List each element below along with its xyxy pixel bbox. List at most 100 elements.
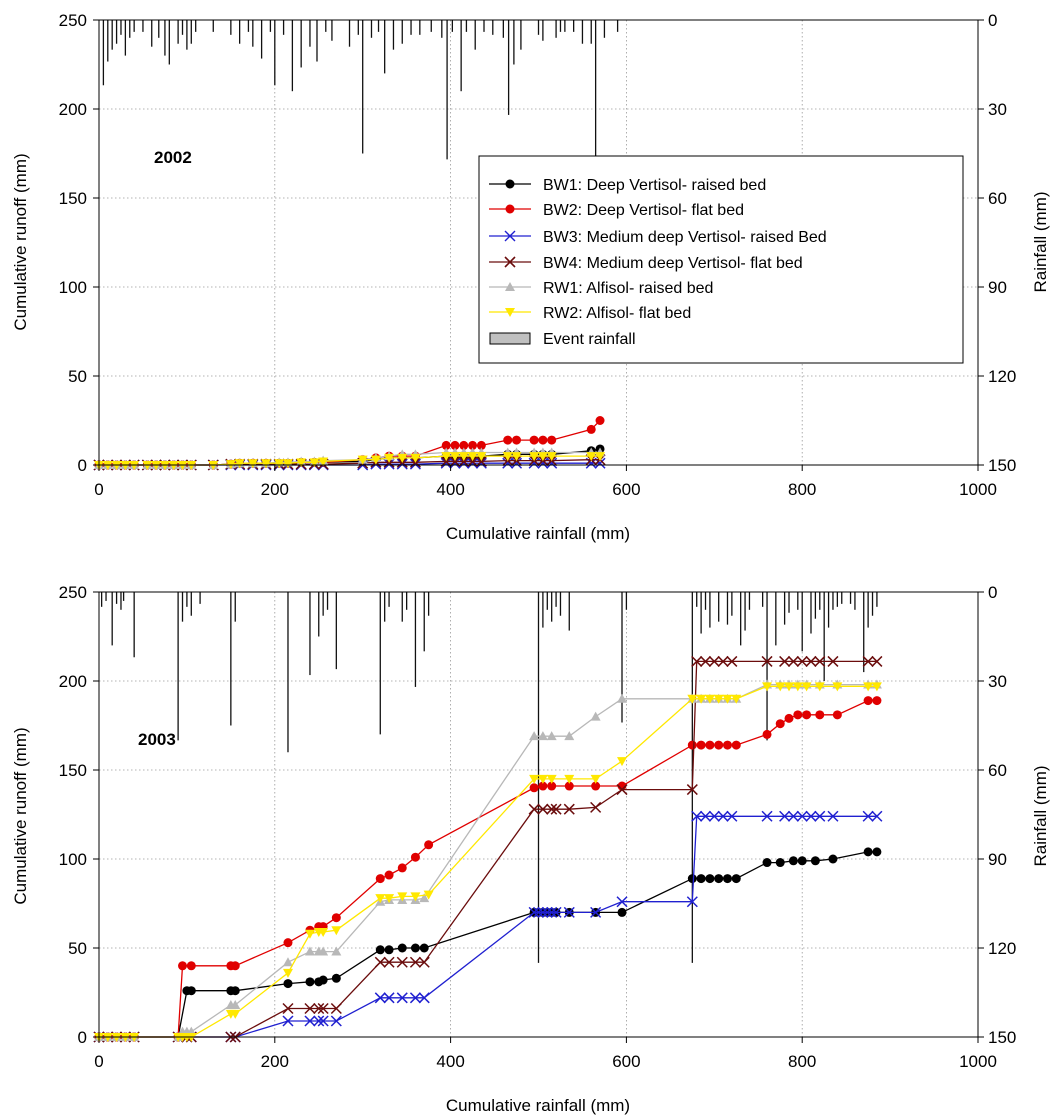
y2-tick-label: 30 — [988, 672, 1007, 691]
data-point-rw2 — [441, 452, 452, 462]
data-point-bw1 — [397, 943, 407, 953]
legend-label-bw4: BW4: Medium deep Vertisol- flat bed — [543, 255, 803, 272]
data-point-rw2 — [832, 682, 843, 692]
legend-entry-bw3: BW3: Medium deep Vertisol- raised Bed — [489, 229, 827, 246]
data-point-bw4 — [691, 655, 703, 667]
data-point-bw2 — [410, 852, 420, 862]
data-point-rw2 — [282, 459, 293, 469]
x-tick-label: 1000 — [959, 480, 997, 499]
data-point-rw2 — [762, 682, 773, 692]
data-point-bw3 — [467, 457, 479, 469]
data-point-bw3 — [396, 458, 408, 470]
data-point-rw2 — [696, 694, 707, 704]
data-point-rw1 — [537, 731, 548, 741]
data-point-bw3 — [796, 810, 808, 822]
data-point-rw2 — [261, 459, 272, 469]
data-point-bw3 — [805, 810, 817, 822]
y2-tick-label: 90 — [988, 278, 1007, 297]
data-point-rw2 — [529, 452, 540, 462]
y-tick-label: 150 — [59, 189, 87, 208]
data-point-rw2 — [529, 774, 540, 784]
legend-marker-bw4 — [504, 256, 516, 268]
legend-entry-bw2: BW2: Deep Vertisol- flat bed — [489, 202, 744, 219]
y-tick-label: 0 — [78, 1028, 87, 1047]
data-point-bw2 — [375, 874, 385, 884]
data-point-bw3 — [282, 1015, 294, 1027]
data-point-bw2 — [331, 913, 341, 923]
x-tick-label: 800 — [788, 1052, 816, 1071]
data-point-bw1 — [375, 945, 385, 955]
data-point-bw4 — [796, 655, 808, 667]
data-point-bw2 — [872, 696, 882, 706]
data-point-bw3 — [409, 458, 421, 470]
data-point-bw3 — [440, 457, 452, 469]
data-point-bw2 — [815, 710, 825, 720]
legend-label-rw2: RW2: Alfisol- flat bed — [543, 305, 691, 322]
data-point-bw3 — [458, 457, 470, 469]
data-point-bw3 — [537, 457, 549, 469]
data-point-rw1 — [546, 731, 557, 741]
x-tick-label: 200 — [261, 1052, 289, 1071]
data-point-bw3 — [396, 992, 408, 1004]
data-point-rw2 — [814, 682, 825, 692]
data-point-bw3 — [528, 906, 540, 918]
data-point-rw2 — [564, 774, 575, 784]
data-point-bw2 — [503, 435, 513, 445]
y2-tick-label: 30 — [988, 100, 1007, 119]
data-point-bw1 — [788, 856, 798, 866]
data-point-rw1 — [282, 957, 293, 967]
x-tick-label: 600 — [612, 1052, 640, 1071]
data-point-bw2 — [283, 938, 293, 948]
data-point-bw1 — [863, 847, 873, 857]
data-point-bw3 — [550, 906, 562, 918]
data-point-rw2 — [304, 929, 315, 939]
data-point-bw2 — [529, 435, 539, 445]
data-point-bw1 — [283, 979, 293, 989]
data-point-rw1 — [318, 946, 329, 956]
legend-marker-rw1 — [505, 282, 515, 291]
data-point-bw3 — [449, 457, 461, 469]
data-point-bw2 — [591, 781, 601, 791]
data-point-bw4 — [282, 1002, 294, 1015]
legend-marker-bw1 — [505, 179, 515, 189]
data-point-bw3 — [475, 457, 487, 469]
data-point-bw3 — [726, 810, 738, 822]
y-tick-label: 50 — [68, 939, 87, 958]
data-point-rw2 — [274, 459, 285, 469]
y-tick-label: 50 — [68, 367, 87, 386]
data-point-bw2 — [586, 424, 596, 434]
data-point-rw2 — [722, 694, 733, 704]
data-point-bw4 — [814, 655, 826, 667]
data-point-rw2 — [546, 452, 557, 462]
data-point-bw4 — [528, 803, 540, 815]
data-point-bw2 — [793, 710, 803, 720]
legend-entry-bw4: BW4: Medium deep Vertisol- flat bed — [489, 255, 803, 272]
data-point-bw1 — [419, 943, 429, 953]
data-point-bw2 — [832, 710, 842, 720]
data-point-rw1 — [331, 946, 342, 956]
data-point-bw2 — [397, 863, 407, 873]
data-point-bw3 — [787, 810, 799, 822]
data-point-bw2 — [529, 783, 539, 793]
data-point-bw2 — [863, 696, 873, 706]
data-point-rw1 — [419, 893, 430, 903]
data-point-bw3 — [528, 457, 540, 469]
data-point-rw1 — [304, 946, 315, 956]
data-point-bw2 — [230, 961, 240, 971]
data-point-bw2 — [775, 719, 785, 729]
data-point-bw3 — [532, 906, 545, 918]
data-point-bw4 — [616, 784, 628, 796]
x-axis-title: Cumulative rainfall (mm) — [446, 524, 630, 543]
data-point-bw1 — [722, 874, 732, 884]
data-point-rw2 — [617, 757, 628, 767]
event-rainfall-bars — [102, 20, 619, 175]
y2-tick-label: 60 — [988, 189, 1007, 208]
data-point-rw1 — [230, 999, 241, 1009]
data-point-bw1 — [617, 907, 627, 917]
data-point-rw2 — [784, 682, 795, 692]
data-point-rw2 — [309, 458, 320, 468]
data-point-bw4 — [313, 1002, 325, 1015]
y-axis-title: Cumulative runoff (mm) — [11, 727, 30, 904]
data-point-rw2 — [801, 682, 812, 692]
data-point-bw3 — [708, 810, 720, 822]
